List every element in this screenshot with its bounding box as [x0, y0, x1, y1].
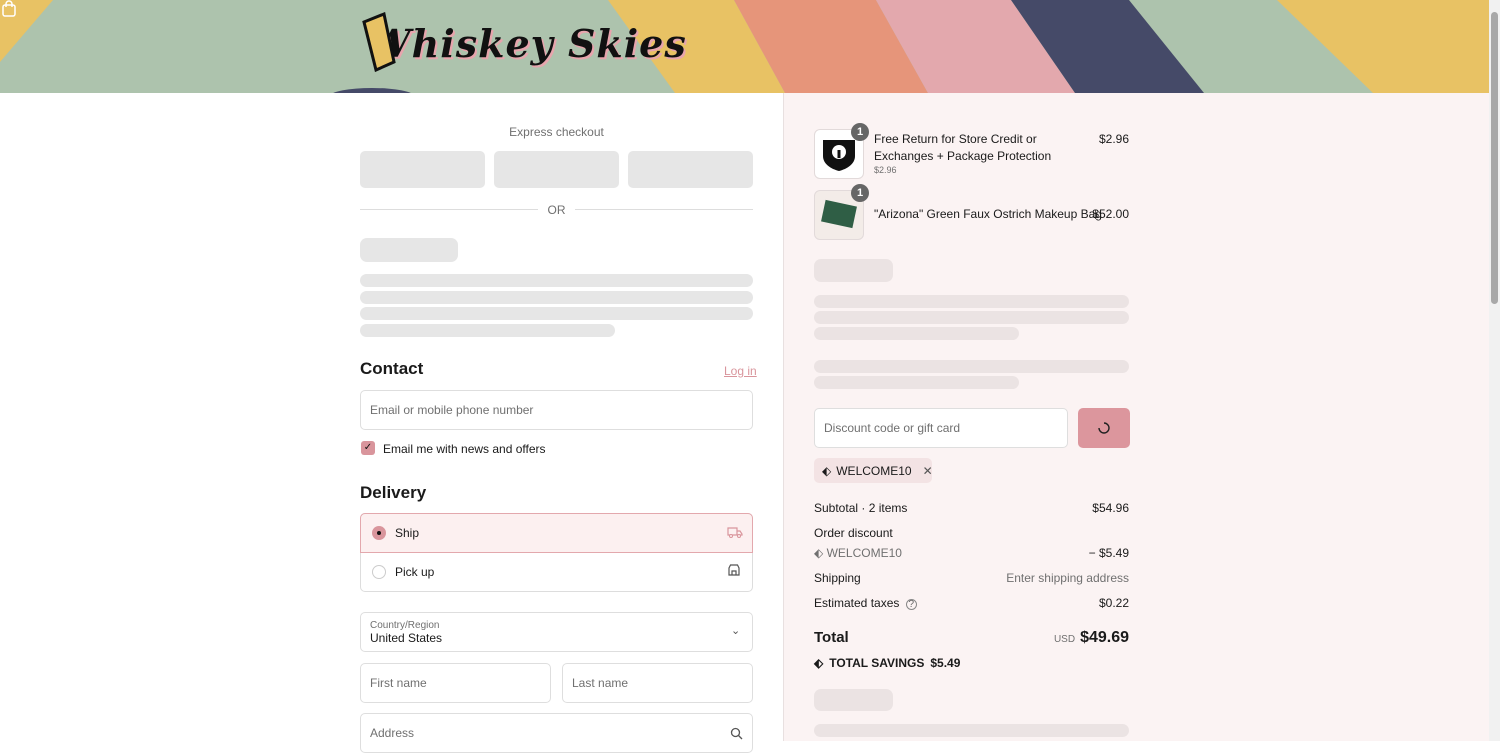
express-pay-button[interactable]: [628, 151, 753, 188]
loading-skeleton: [360, 324, 615, 337]
remove-discount-icon[interactable]: ✕: [922, 463, 933, 478]
loading-skeleton: [360, 274, 753, 287]
applied-discount-tag: ⬖ WELCOME10 ✕: [814, 458, 933, 483]
apply-discount-button[interactable]: [1078, 408, 1130, 448]
shipping-value: Enter shipping address: [1006, 571, 1129, 585]
product-name: Free Return for Store Credit or Exchange…: [874, 132, 1052, 163]
savings-label: TOTAL SAVINGS: [829, 656, 925, 670]
email-field[interactable]: Email or mobile phone number: [360, 390, 753, 430]
quantity-badge: 1: [851, 123, 869, 141]
loading-skeleton: [814, 295, 1129, 308]
shopping-bag-icon[interactable]: [0, 0, 18, 18]
currency-code: USD: [1053, 634, 1076, 645]
pickup-label: Pick up: [395, 565, 435, 579]
loading-skeleton: [814, 259, 893, 282]
express-checkout-label: Express checkout: [509, 125, 604, 139]
subtotal-value: $54.96: [1092, 501, 1129, 515]
shipping-label: Shipping: [814, 571, 861, 585]
quantity-badge: 1: [851, 184, 869, 202]
loading-skeleton: [360, 238, 458, 262]
loading-spinner-icon: [1098, 422, 1110, 434]
product-price: $2.96: [1098, 132, 1129, 146]
glass-logo-icon: [362, 12, 396, 72]
divider: [360, 209, 538, 210]
loading-skeleton: [814, 327, 1019, 340]
store-icon: [728, 564, 740, 576]
divider: [575, 209, 753, 210]
loading-skeleton: [360, 307, 753, 320]
brand-logo[interactable]: Whiskey Skies: [362, 12, 687, 74]
ship-radio[interactable]: [372, 526, 386, 540]
newsletter-checkbox[interactable]: ✓: [361, 441, 375, 455]
first-name-field[interactable]: First name: [360, 663, 551, 703]
discount-code-label: WELCOME10: [826, 546, 902, 560]
savings-value: $5.49: [930, 656, 961, 670]
product-name: "Arizona" Green Faux Ostrich Makeup Bag: [874, 207, 1102, 221]
product-unit-price: $2.96: [874, 165, 897, 175]
search-icon: [730, 727, 743, 740]
shield-lock-icon: [823, 140, 855, 171]
login-link[interactable]: Log in: [724, 364, 757, 378]
country-select[interactable]: Country/Region United States: [360, 612, 753, 652]
total-value: $49.69: [1080, 629, 1129, 646]
loading-skeleton: [360, 291, 753, 304]
help-icon[interactable]: ?: [905, 599, 917, 610]
makeup-bag-image: [821, 199, 857, 229]
last-name-field[interactable]: Last name: [562, 663, 753, 703]
delivery-heading: Delivery: [360, 483, 427, 502]
truck-icon: [727, 527, 743, 538]
loading-skeleton: [814, 689, 893, 711]
express-pay-button[interactable]: [360, 151, 485, 188]
tag-icon: ⬖: [822, 463, 832, 478]
order-discount-label: Order discount: [814, 526, 893, 540]
loading-skeleton: [814, 311, 1129, 324]
scrollbar[interactable]: [1489, 0, 1500, 741]
loading-skeleton: [814, 360, 1129, 373]
scrollbar-thumb[interactable]: [1491, 12, 1498, 304]
or-label: OR: [547, 203, 566, 217]
tag-icon: ⬖: [814, 546, 827, 560]
ship-label: Ship: [395, 526, 420, 540]
delivery-option-ship[interactable]: [360, 513, 753, 553]
express-pay-button[interactable]: [494, 151, 619, 188]
taxes-value: $0.22: [1098, 596, 1129, 610]
discount-code-input[interactable]: Discount code or gift card: [814, 408, 1068, 448]
loading-skeleton: [814, 376, 1019, 389]
header-banner: [0, 0, 1489, 93]
pickup-radio[interactable]: [372, 565, 386, 579]
newsletter-label: Email me with news and offers: [383, 442, 546, 456]
applied-code: WELCOME10: [836, 463, 912, 478]
site-header: Whiskey Skies: [0, 0, 1489, 93]
chevron-down-icon: ⌄: [731, 625, 741, 637]
savings-tag-icon: ⬖: [814, 656, 824, 670]
taxes-label: Estimated taxes: [814, 596, 900, 610]
discount-value: − $5.49: [1088, 546, 1129, 560]
address-field[interactable]: Address: [360, 713, 753, 753]
contact-heading: Contact: [360, 359, 424, 378]
subtotal-label: Subtotal · 2 items: [814, 501, 908, 515]
loading-skeleton: [814, 724, 1129, 737]
country-label: Country/Region: [370, 619, 440, 631]
product-price: $52.00: [1092, 207, 1129, 221]
total-label: Total: [814, 629, 849, 646]
country-value: United States: [370, 630, 443, 645]
